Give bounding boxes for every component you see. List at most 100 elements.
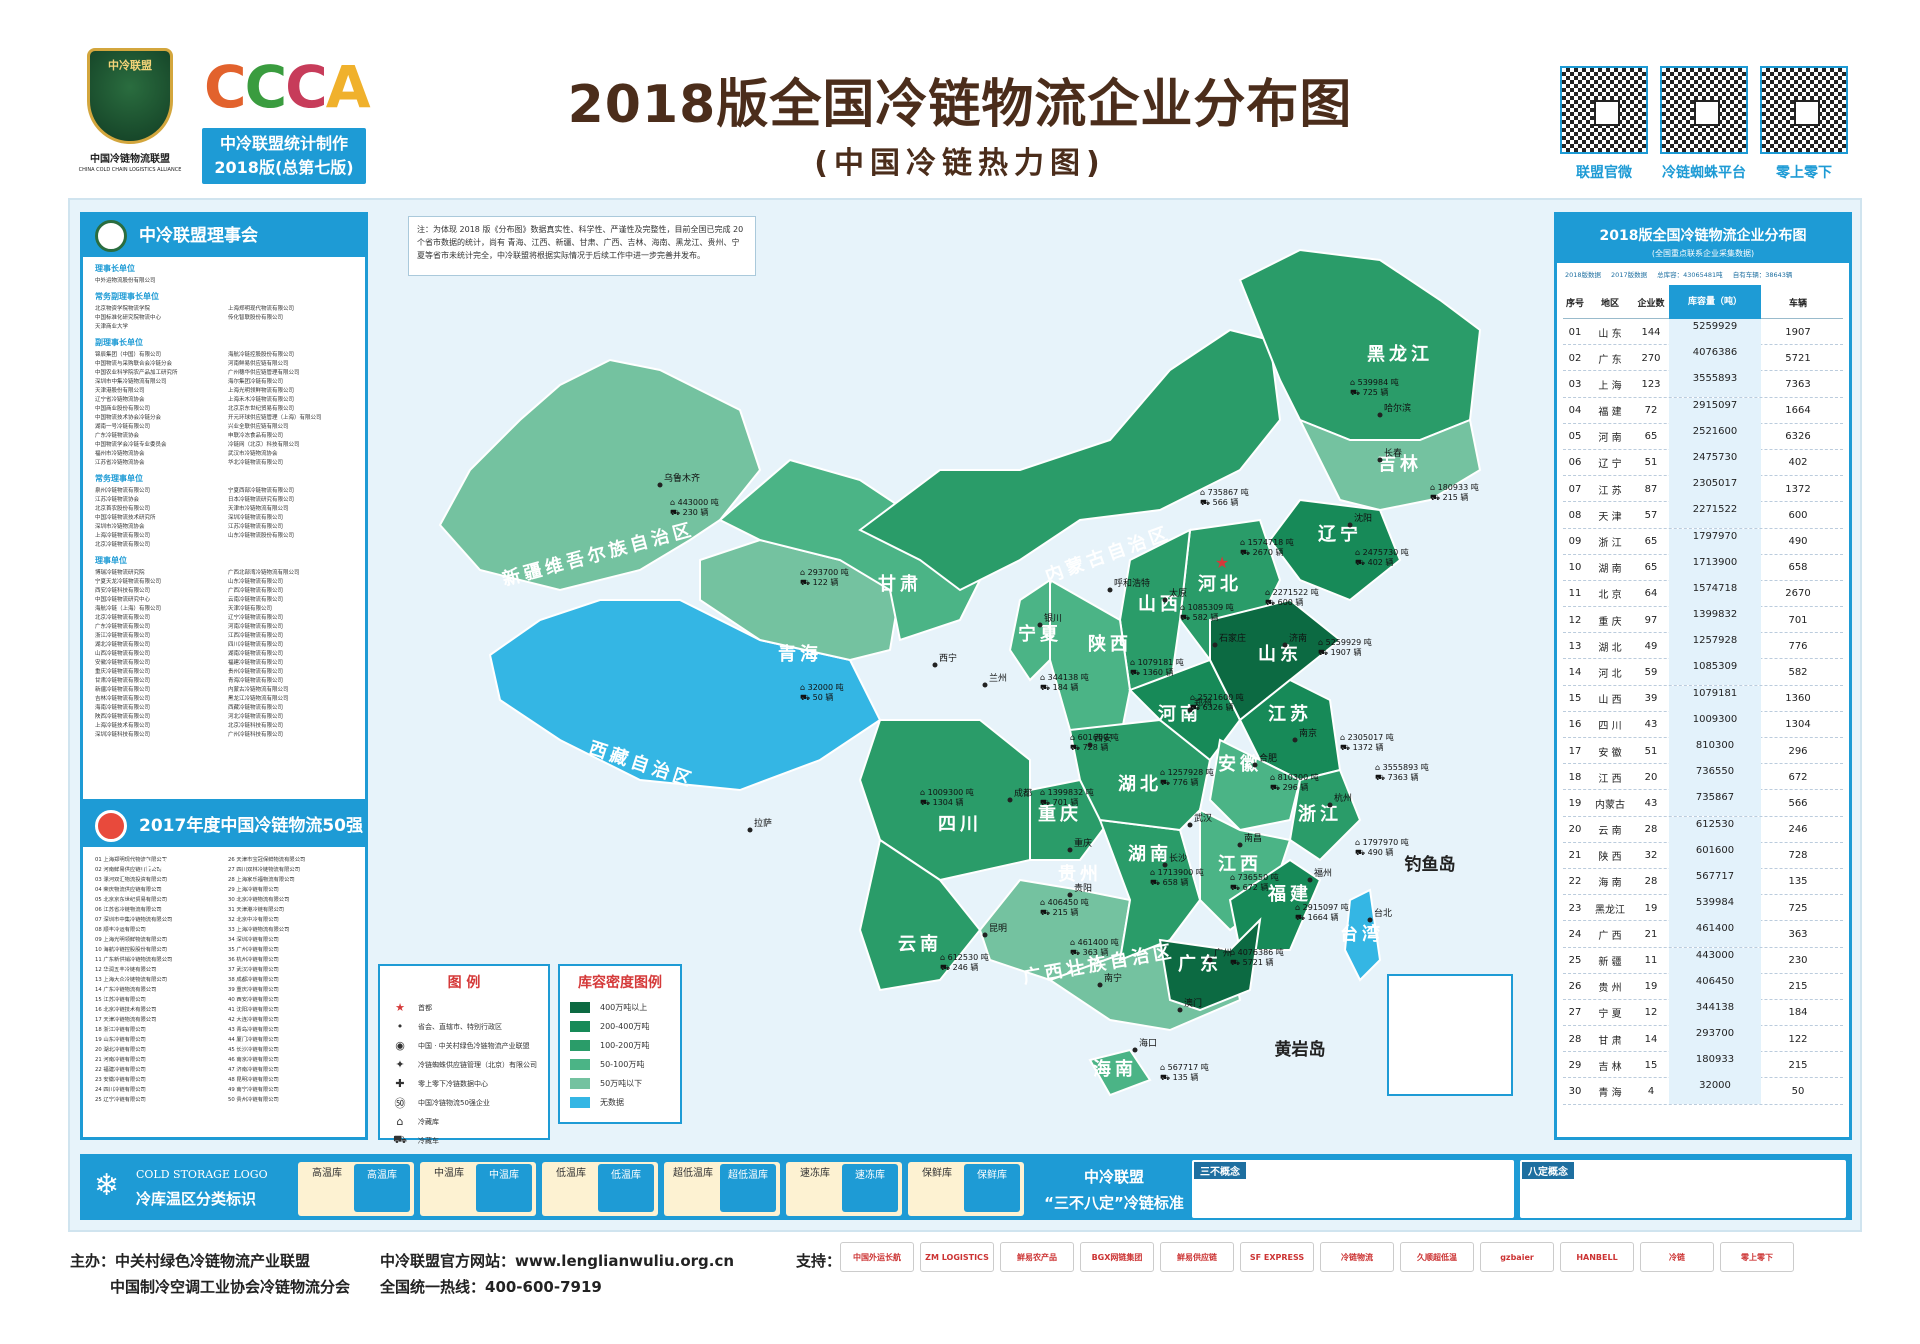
top50-item: 37 武汉冷链有限公司 (228, 967, 279, 973)
south-china-sea-inset (1387, 974, 1513, 1096)
sponsor-logo[interactable]: 冷链物流 (1320, 1242, 1394, 1272)
vehicle-count: ⛟ 2670 辆 (1240, 547, 1284, 557)
sponsor-logo[interactable]: SF EXPRESS (1240, 1242, 1314, 1272)
sponsor-logo[interactable]: 久顺超低温 (1400, 1242, 1474, 1272)
sponsor-logo[interactable]: HANBELL (1560, 1242, 1634, 1272)
city-dot (1307, 877, 1313, 883)
vehicle-count: ⛟ 135 辆 (1160, 1072, 1198, 1082)
region-8 (1268, 498, 1402, 602)
sponsor-logo[interactable]: gzbaier (1480, 1242, 1554, 1272)
cold-storage-capacity: ⌂ 1085309 吨 (1180, 602, 1234, 612)
table-cell-no: 17 (1568, 745, 1582, 757)
table-row: 17 安 徽 51 810300 296 (1563, 738, 1843, 765)
vehicle-count: ⛟ 1372 辆 (1340, 742, 1384, 752)
city-dot (1252, 762, 1258, 768)
table-cell-cap: 810300 (1669, 738, 1761, 764)
density-label: 200-400万吨 (600, 1022, 650, 1031)
qr-code-icon[interactable] (1760, 66, 1848, 154)
top50-item: 21 河南冷链有限公司 (95, 1057, 146, 1063)
island-label: 钓鱼岛 (1405, 854, 1456, 875)
table-row: 06 辽 宁 51 2475730 402 (1563, 449, 1843, 477)
cold-storage-capacity: ⌂ 1079181 吨 (1130, 657, 1184, 667)
table-row: 14 河 北 59 1085309 582 (1563, 659, 1843, 686)
vehicle-count: ⛟ 566 辆 (1200, 497, 1238, 507)
ccca-logo: CCCA (204, 53, 371, 121)
table-cell-cap: 443000 (1669, 947, 1761, 974)
alliance-name-en: CHINA COLD CHAIN LOGISTICS ALLIANCE (78, 167, 182, 173)
cold-storage-capacity: ⌂ 1399832 吨 (1040, 787, 1094, 797)
table-cell-no: 12 (1568, 614, 1582, 626)
cold-storage-capacity: ⌂ 1257928 吨 (1160, 767, 1214, 777)
table-cell-region: 河 南 (1598, 433, 1622, 445)
council-member: 上海禾木冷链物流有限公司 (228, 397, 295, 403)
table-cell-ent: 49 (1644, 640, 1658, 652)
region-label: 江西 (1218, 854, 1262, 875)
sponsor-logo[interactable]: 鲜易农产品 (1000, 1242, 1074, 1272)
table-cell-ent: 65 (1644, 562, 1658, 574)
council-member: 中外运物流股份有限公司 (95, 278, 156, 284)
ranking-table: 2018版全国冷链物流企业分布图 (全国重点联系企业采集数据) 2018版数据 2… (1554, 212, 1852, 1140)
sponsor-logo[interactable]: BGX网链集团 (1080, 1242, 1154, 1272)
cold-storage-capacity: ⌂ 180933 吨 (1430, 482, 1479, 492)
table-cell-veh: 1304 (1785, 719, 1811, 731)
region-24 (1208, 738, 1302, 832)
city-dot (1237, 842, 1243, 848)
vehicle-count: ⛟ 776 辆 (1160, 777, 1198, 787)
top50-item: 02 河南鲜易供应链有限公司 (95, 867, 162, 873)
region-label: 辽宁 (1318, 523, 1362, 545)
city-label: 杭州 (1334, 792, 1352, 804)
top50-item: 40 西安冷链有限公司 (228, 997, 279, 1003)
shield-icon: 中冷联盟 (87, 48, 173, 144)
sponsor-logo[interactable]: 鲜易供应链 (1160, 1242, 1234, 1272)
council-member: 新疆冷链物流有限公司 (95, 687, 151, 693)
council-member: 河北冷链物流有限公司 (228, 714, 284, 720)
cold-storage-type: 速冻库 速冻库 (786, 1162, 902, 1216)
region-25 (1288, 768, 1362, 862)
vehicle-count: ⛟ 600 辆 (1265, 597, 1303, 607)
region-12 (1008, 578, 1051, 682)
city-dot (1107, 587, 1113, 593)
table-cell-no: 25 (1568, 955, 1582, 966)
table-cell-cap: 1085309 (1669, 659, 1761, 686)
council-member: 青海冷链物流有限公司 (228, 678, 284, 684)
city-label: 西安 (1094, 732, 1112, 744)
table-cell-region: 浙 江 (1598, 538, 1622, 549)
legend-label: 中国冷链物流50强企业 (418, 1098, 490, 1107)
map-legend: 图 例 ★ 首都 • 省会、直辖市、特别行政区 ◉ 中国 · 中关村绿色冷链物流产业联盟 ✦… (378, 964, 550, 1146)
cold-storage-capacity: ⌂ 3555893 吨 (1375, 762, 1429, 772)
sponsor-logo[interactable]: 中国外运长航 (840, 1242, 914, 1272)
table-row: 19 内蒙古 43 735867 566 (1563, 790, 1843, 817)
table-cell-cap: 2915097 (1669, 397, 1761, 424)
council-member: 上海冷链技术有限公司 (95, 723, 151, 729)
sponsor-logo[interactable]: 零上零下 (1720, 1242, 1794, 1272)
qr-code-icon[interactable] (1560, 66, 1648, 154)
council-member: 天津商业大学 (95, 324, 129, 330)
city-label: 福州 (1314, 867, 1332, 879)
council-member: 江西冷链物流有限公司 (228, 633, 284, 639)
table-row: 02 广 东 270 4076386 5721 (1563, 345, 1843, 372)
table-cell-veh: 1360 (1785, 693, 1811, 705)
council-panel: 中冷联盟理事会 理事长单位 中外运物流股份有限公司 常务副理事长单位 北京物资学院物流… (80, 212, 368, 802)
top50-item: 05 北京京东世纪贸易有限公司 (95, 897, 167, 903)
region-13 (858, 719, 1031, 882)
table-row: 10 湖 南 65 1713900 658 (1563, 554, 1843, 581)
council-member: 华北冷链物流有限公司 (228, 460, 284, 466)
vehicle-count: ⛟ 230 辆 (670, 507, 708, 517)
council-member: 传化智联股份有限公司 (228, 315, 284, 321)
cold-storage-capacity: ⌂ 736550 吨 (1230, 872, 1279, 882)
sponsor-logo[interactable]: 冷链 (1640, 1242, 1714, 1272)
eight-fix-box: 八定概念 (1520, 1160, 1846, 1218)
sponsor-logo[interactable]: ZM LOGISTICS (920, 1242, 994, 1272)
top50-list: 01 上海郑明现代物流有限公司 26 天津市宝冠保鲜物流有限公司 02 河南鲜易供应… (83, 847, 365, 1105)
table-cell-cap: 4076386 (1669, 345, 1761, 372)
council-member: 中国物流学会冷链专业委员会 (95, 442, 167, 448)
website-link[interactable]: 中冷联盟官方网站：www.lenglianwuliu.org.cn (380, 1252, 735, 1270)
city-label: 昆明 (989, 923, 1007, 934)
vehicle-count: ⛟ 7363 辆 (1375, 772, 1419, 782)
qr-code-icon[interactable] (1660, 66, 1748, 154)
table-cell-ent: 28 (1644, 876, 1658, 888)
table-cell-no: 21 (1568, 850, 1582, 862)
table-cell-no: 15 (1568, 693, 1582, 705)
region-label: 浙江 (1298, 803, 1342, 825)
